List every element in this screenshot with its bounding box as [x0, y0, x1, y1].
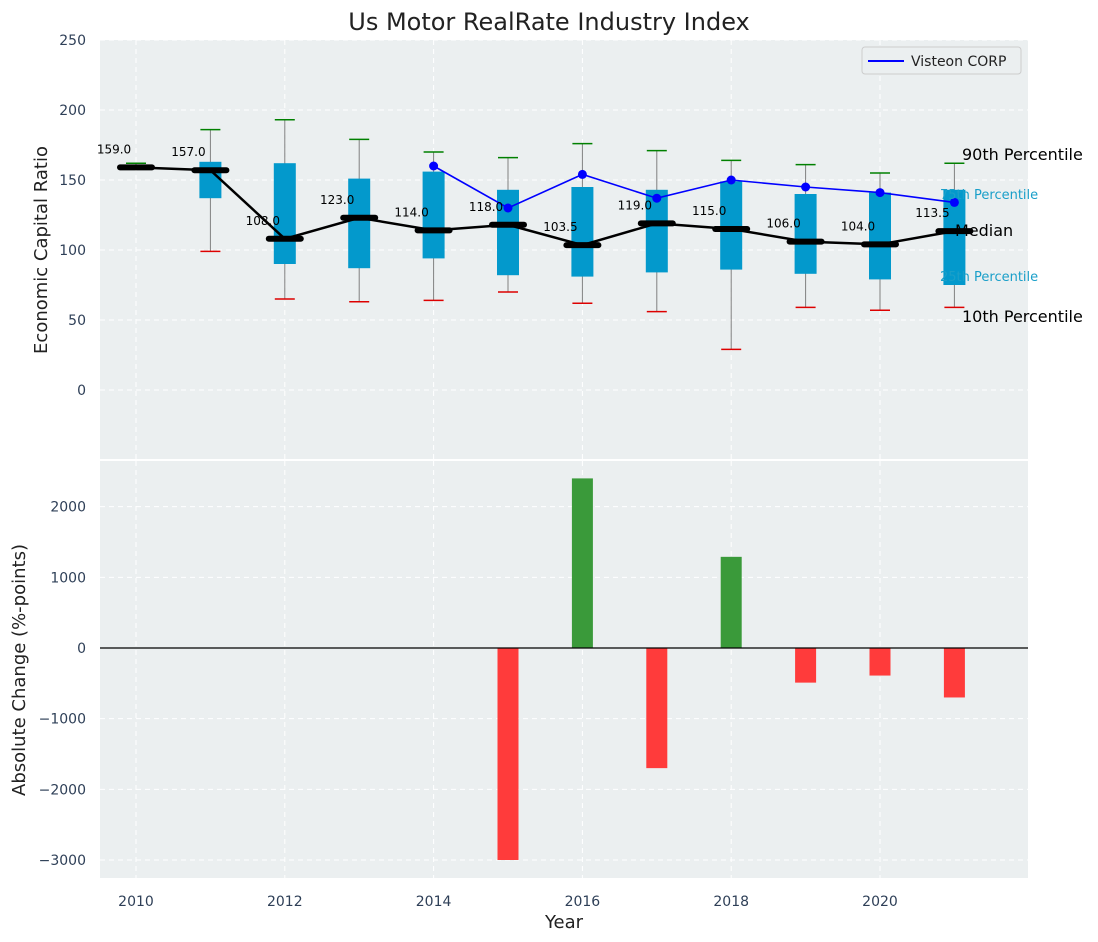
median-value-label: 104.0 [841, 219, 875, 233]
top-y-tick-label: 200 [59, 103, 86, 119]
bottom-y-tick-label: −2000 [39, 782, 86, 798]
change-bars [497, 478, 965, 860]
iqr-box [571, 187, 594, 277]
median-value-label: 159.0 [97, 142, 131, 156]
top-y-tick-label: 0 [77, 383, 86, 399]
median-labels: 159.0 157.0 108.0 123.0 114.0 118.0 103.5 119.0… [97, 142, 950, 234]
bottom-y-ticks: −3000 −2000 −1000 0 1000 2000 [39, 500, 86, 869]
bottom-y-tick-label: −1000 [39, 712, 86, 728]
median-value-label: 123.0 [320, 193, 354, 207]
iqr-box [422, 171, 445, 259]
median-line-group [117, 164, 974, 249]
company-line-group [429, 161, 959, 213]
change-bar [795, 648, 817, 683]
change-bar [869, 648, 891, 676]
legend: Visteon CORP [861, 46, 1022, 75]
iqr-box [869, 192, 891, 280]
top-y-tick-label: 50 [68, 313, 86, 329]
annotation-median: Median [955, 221, 1013, 240]
company-line [433, 165, 955, 209]
x-ticks: 2010 2012 2014 2016 2018 2020 [118, 894, 898, 910]
bottom-y-tick-label: −3000 [39, 853, 86, 869]
median-value-label: 119.0 [618, 198, 652, 212]
annotation-10th: 10th Percentile [962, 307, 1083, 326]
change-bar [571, 478, 593, 648]
median-value-label: 113.5 [915, 206, 949, 220]
iqr-box [645, 189, 668, 273]
top-y-tick-label: 150 [59, 173, 86, 189]
company-point [801, 182, 811, 192]
top-y-tick-label: 100 [59, 243, 86, 259]
median-value-label: 118.0 [469, 200, 503, 214]
company-point [503, 203, 513, 213]
company-point [726, 175, 736, 185]
company-point [429, 161, 439, 171]
legend-label-visteon: Visteon CORP [911, 54, 1006, 70]
company-point [875, 188, 885, 198]
chart-title: Us Motor RealRate Industry Index [348, 8, 750, 36]
bottom-y-tick-label: 2000 [50, 500, 86, 516]
x-tick-label: 2016 [565, 894, 601, 910]
change-bar [720, 556, 742, 648]
x-tick-label: 2010 [118, 894, 154, 910]
x-tick-label: 2020 [862, 894, 898, 910]
iqr-box [943, 189, 966, 285]
bottom-y-tick-label: 1000 [50, 570, 86, 586]
x-tick-label: 2012 [267, 894, 303, 910]
median-value-label: 103.5 [543, 220, 577, 234]
legend-box [861, 46, 1022, 75]
median-value-label: 114.0 [394, 205, 428, 219]
top-y-axis-label: Economic Capital Ratio [31, 146, 52, 354]
top-y-ticks: 0 50 100 150 200 250 [59, 33, 86, 399]
x-tick-label: 2014 [416, 894, 452, 910]
company-point [577, 169, 587, 179]
x-axis-label: Year [544, 912, 584, 933]
change-bar [943, 648, 965, 698]
company-point [949, 197, 959, 207]
median-value-label: 115.0 [692, 204, 726, 218]
annotation-90th: 90th Percentile [962, 145, 1083, 164]
change-bar [646, 648, 668, 769]
iqr-box [348, 178, 371, 269]
top-y-tick-label: 250 [59, 33, 86, 49]
company-point [652, 193, 662, 203]
iqr-box [794, 194, 817, 274]
iqr-box [720, 181, 743, 270]
iqr-box [497, 189, 519, 276]
median-value-label: 106.0 [766, 217, 800, 231]
change-bar [497, 648, 519, 860]
median-value-label: 108.0 [246, 214, 280, 228]
bottom-y-tick-label: 0 [77, 641, 86, 657]
annotation-25th: 25th Percentile [940, 270, 1038, 285]
bottom-y-axis-label: Absolute Change (%-points) [9, 544, 30, 796]
annotation-75th: 75th Percentile [940, 188, 1038, 203]
x-tick-label: 2018 [713, 894, 749, 910]
median-value-label: 157.0 [171, 145, 205, 159]
